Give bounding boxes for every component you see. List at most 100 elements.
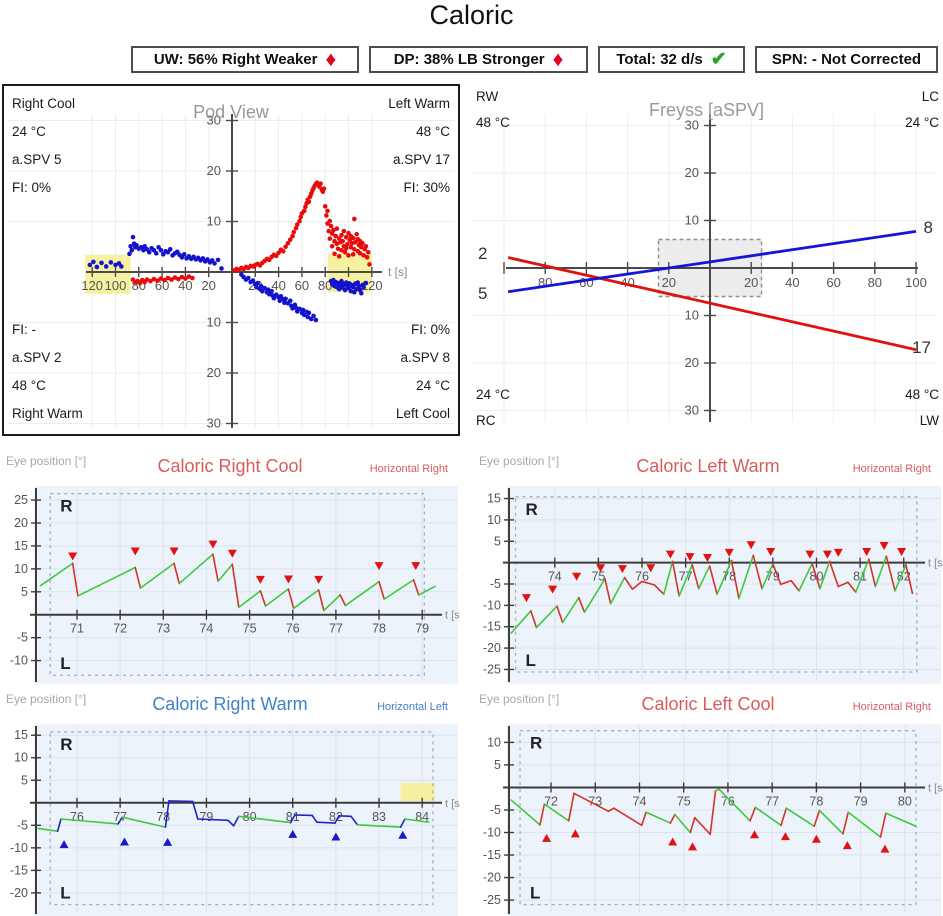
svg-text:-5: -5 <box>17 818 28 832</box>
svg-text:80: 80 <box>868 275 882 290</box>
svg-text:-15: -15 <box>483 848 501 862</box>
svg-text:80: 80 <box>318 278 332 293</box>
freyss-value-rc: 5 <box>478 284 488 303</box>
svg-text:15: 15 <box>14 728 28 742</box>
svg-text:t [s]: t [s] <box>928 558 943 570</box>
eye-position-label: Eye position [°] <box>479 454 560 468</box>
svg-text:79: 79 <box>199 810 213 824</box>
svg-text:77: 77 <box>765 794 779 808</box>
dp-summary-box[interactable]: DP: 38% LB Stronger ♦ <box>369 46 588 73</box>
uw-summary-box[interactable]: UW: 56% Right Weaker ♦ <box>131 46 359 73</box>
freyss-value-lw: 17 <box>912 338 931 357</box>
plot-background <box>34 486 458 684</box>
svg-text:20: 20 <box>744 275 758 290</box>
svg-text:78: 78 <box>809 794 823 808</box>
svg-text:5: 5 <box>21 585 28 599</box>
svg-text:73: 73 <box>588 794 602 808</box>
svg-text:72: 72 <box>544 794 558 808</box>
stim-name: Left Cool <box>395 406 450 421</box>
channel-label: Horizontal Right <box>852 463 931 475</box>
stim-aspv: a.SPV 8 <box>400 350 450 365</box>
svg-text:71: 71 <box>70 622 84 636</box>
stim-temp: 48 °C <box>905 387 939 402</box>
svg-text:76: 76 <box>635 570 649 584</box>
svg-text:20: 20 <box>207 163 221 178</box>
stim-name: Right Cool <box>12 96 76 111</box>
svg-text:80: 80 <box>243 810 257 824</box>
svg-text:-25: -25 <box>483 893 501 907</box>
stim-aspv: a.SPV 2 <box>12 350 62 365</box>
svg-text:100: 100 <box>905 275 927 290</box>
svg-text:R: R <box>530 734 542 753</box>
stim-temp: 48 °C <box>12 378 46 393</box>
freyss-lines <box>507 230 917 352</box>
stim-name: Left Warm <box>388 96 450 111</box>
svg-text:L: L <box>60 654 70 673</box>
analysis-window <box>514 496 918 673</box>
stim-name: Right Warm <box>12 406 83 421</box>
chart-header: Eye position [°] Caloric Right Cool Hori… <box>0 450 460 486</box>
eye-position-label: Eye position [°] <box>6 454 87 468</box>
page-title: Caloric <box>429 0 514 30</box>
svg-text:10: 10 <box>14 751 28 765</box>
svg-text:-15: -15 <box>10 863 28 877</box>
freyss-corner-lc: LC 24 °C <box>905 84 939 136</box>
freyss-corner-rc: 24 °C RC <box>476 382 510 434</box>
plot-background <box>34 724 458 916</box>
channel-label: Horizontal Right <box>369 463 448 475</box>
beat-markers <box>68 540 421 584</box>
total-summary-box[interactable]: Total: 32 d/s ✔ <box>598 46 745 73</box>
svg-text:75: 75 <box>591 570 605 584</box>
nystagmus-trace <box>39 553 436 612</box>
pod-corner-right-warm: FI: - a.SPV 2 48 °C Right Warm <box>12 316 83 428</box>
svg-text:76: 76 <box>286 622 300 636</box>
beat-markers <box>521 541 907 603</box>
diamond-icon: ♦ <box>552 48 564 71</box>
ts-grid <box>507 488 941 680</box>
ts-axes: 72 73 74 75 76 77 78 79 80 -25 -20 -15 -10 -5 5 10 t [s] <box>483 726 943 914</box>
svg-text:-5: -5 <box>490 803 501 817</box>
svg-text:76: 76 <box>70 810 84 824</box>
analysis-window <box>49 493 425 676</box>
uw-label: UW: 56% Right Weaker <box>153 51 318 68</box>
svg-text:20: 20 <box>14 516 28 530</box>
pod-corner-right-cool: Right Cool 24 °C a.SPV 5 FI: 0% <box>12 90 75 202</box>
beat-markers <box>59 829 408 849</box>
chart-header: Eye position [°] Caloric Left Warm Horiz… <box>473 450 943 486</box>
pod-chart-svg: 1201008060402020406080100120302010102030… <box>8 113 454 431</box>
svg-text:-10: -10 <box>483 826 501 840</box>
caloric-right-cool-svg: 71 72 73 74 75 76 77 78 79 -10 -5 5 10 15 20 25 t [s] R L <box>10 486 463 684</box>
svg-text:L: L <box>526 651 536 670</box>
svg-text:10: 10 <box>487 513 501 527</box>
svg-text:10: 10 <box>207 315 221 330</box>
channel-label: Horizontal Right <box>852 701 931 713</box>
ts-axes: 71 72 73 74 75 76 77 78 79 -10 -5 5 10 15 20 25 t [s] <box>10 488 463 682</box>
ear-code: RW <box>476 89 499 104</box>
channel-label: Horizontal Left <box>377 701 448 713</box>
svg-text:-5: -5 <box>490 577 501 591</box>
svg-text:-10: -10 <box>10 654 28 668</box>
summary-row: UW: 56% Right Weaker ♦ DP: 38% LB Strong… <box>131 46 938 73</box>
svg-text:-10: -10 <box>483 598 501 612</box>
svg-text:78: 78 <box>372 622 386 636</box>
svg-text:75: 75 <box>243 622 257 636</box>
svg-text:72: 72 <box>113 622 127 636</box>
svg-text:20: 20 <box>201 278 215 293</box>
svg-text:20: 20 <box>662 275 676 290</box>
analysis-highlight <box>400 782 436 801</box>
svg-text:5: 5 <box>494 758 501 772</box>
chart-block-left-cool: Eye position [°] Caloric Left Cool Horiz… <box>473 688 943 916</box>
svg-text:30: 30 <box>685 118 699 133</box>
spn-summary-box[interactable]: SPN: - Not Corrected <box>755 46 938 73</box>
svg-text:40: 40 <box>178 278 192 293</box>
svg-text:30: 30 <box>207 416 221 431</box>
ear-code: RC <box>476 413 496 428</box>
stim-temp: 48 °C <box>416 124 450 139</box>
stim-temp: 24 °C <box>905 115 939 130</box>
svg-text:79: 79 <box>415 622 429 636</box>
plot-background <box>507 486 941 684</box>
svg-text:t [s]: t [s] <box>445 798 460 810</box>
